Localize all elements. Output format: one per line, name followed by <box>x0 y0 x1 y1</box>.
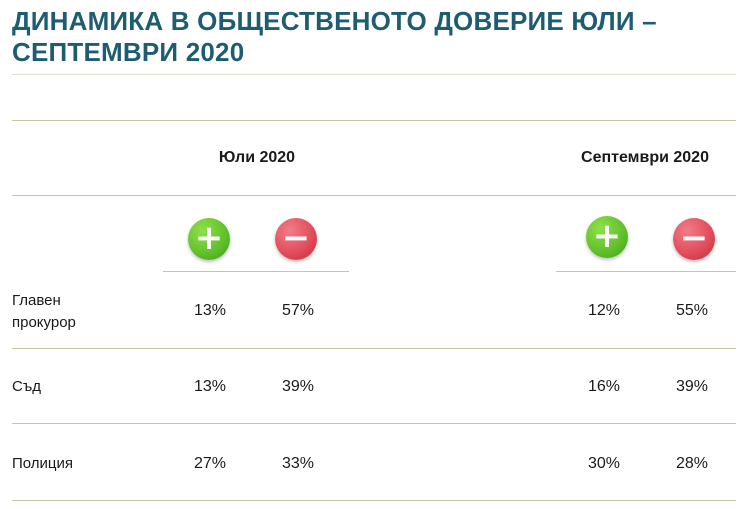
icon-row-divider-july <box>163 271 349 272</box>
cell-value: 39% <box>281 378 315 395</box>
row-label-chief-prosecutor: Главен прокурор <box>12 292 76 331</box>
cell-value: 28% <box>675 455 709 472</box>
cell-value: 16% <box>587 378 621 395</box>
row-label-police: Полиция <box>12 455 74 472</box>
table-top-border <box>12 120 736 121</box>
plus-icon: + <box>586 216 628 258</box>
minus-icon: − <box>673 218 715 260</box>
column-header-september: Септември 2020 <box>581 149 709 166</box>
cell-value: 30% <box>587 455 621 472</box>
cell-value: 12% <box>587 302 621 319</box>
header-divider <box>12 195 736 196</box>
cell-value: 13% <box>193 302 227 319</box>
cell-value: 39% <box>675 378 709 395</box>
row-divider <box>12 423 736 424</box>
cell-value: 33% <box>281 455 315 472</box>
cell-value: 13% <box>193 378 227 395</box>
cell-value: 57% <box>281 302 315 319</box>
cell-value: 55% <box>675 302 709 319</box>
row-divider <box>12 348 736 349</box>
minus-icon: − <box>275 218 317 260</box>
plus-icon: + <box>188 218 230 260</box>
icon-row-divider-september <box>556 271 736 272</box>
page-title: ДИНАМИКА В ОБЩЕСТВЕНОТО ДОВЕРИЕ ЮЛИ – СЕ… <box>12 6 732 68</box>
title-divider <box>12 74 736 75</box>
title-line-2: СЕПТЕМВРИ 2020 <box>12 37 245 67</box>
table-bottom-border <box>12 500 736 501</box>
title-line-1: ДИНАМИКА В ОБЩЕСТВЕНОТО ДОВЕРИЕ ЮЛИ – <box>12 6 657 36</box>
cell-value: 27% <box>193 455 227 472</box>
row-label-court: Съд <box>12 378 41 395</box>
column-header-july: Юли 2020 <box>218 149 296 166</box>
